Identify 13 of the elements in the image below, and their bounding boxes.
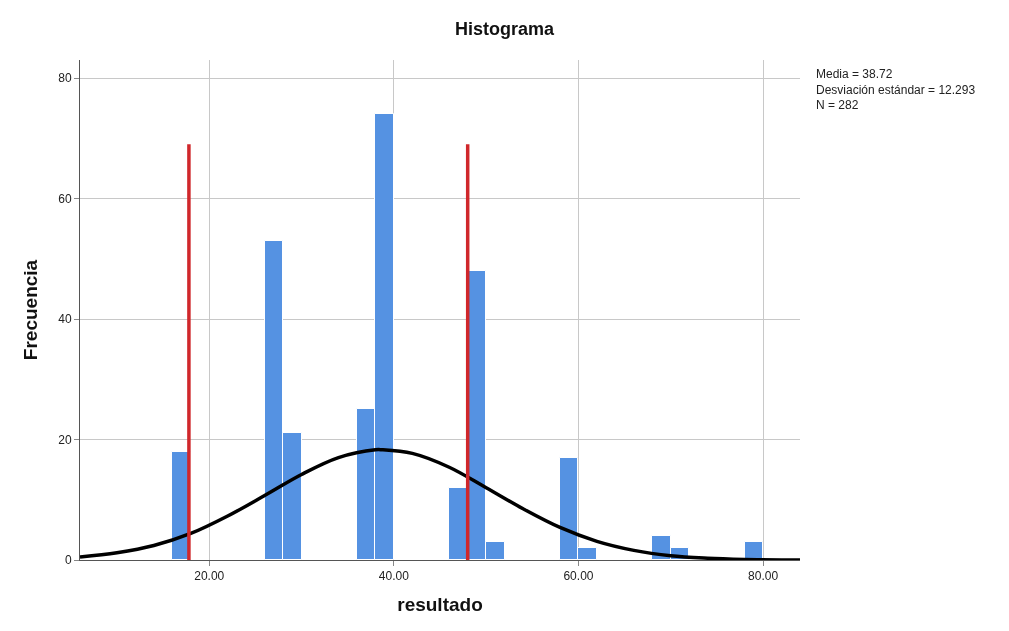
text: Media = 38.72 Desviación estándar = 12.293 N = 282 — [816, 67, 976, 113]
x-axis-title: resultado — [397, 594, 483, 616]
y-tick-label: 40 — [58, 312, 72, 327]
y-axis-title: Frecuencia — [20, 259, 42, 361]
y-tick-label: 60 — [58, 191, 72, 206]
y-tick-label: 0 — [64, 553, 72, 568]
x-tick-label: 60.00 — [563, 569, 594, 584]
x-tick-label: 40.00 — [378, 569, 410, 584]
chart-title: Histograma — [454, 18, 555, 39]
y-tick-label: 80 — [58, 71, 72, 86]
x-tick-label: 20.00 — [194, 569, 225, 584]
x-tick-label: 80.00 — [748, 569, 779, 584]
y-tick-label: 20 — [58, 432, 72, 447]
